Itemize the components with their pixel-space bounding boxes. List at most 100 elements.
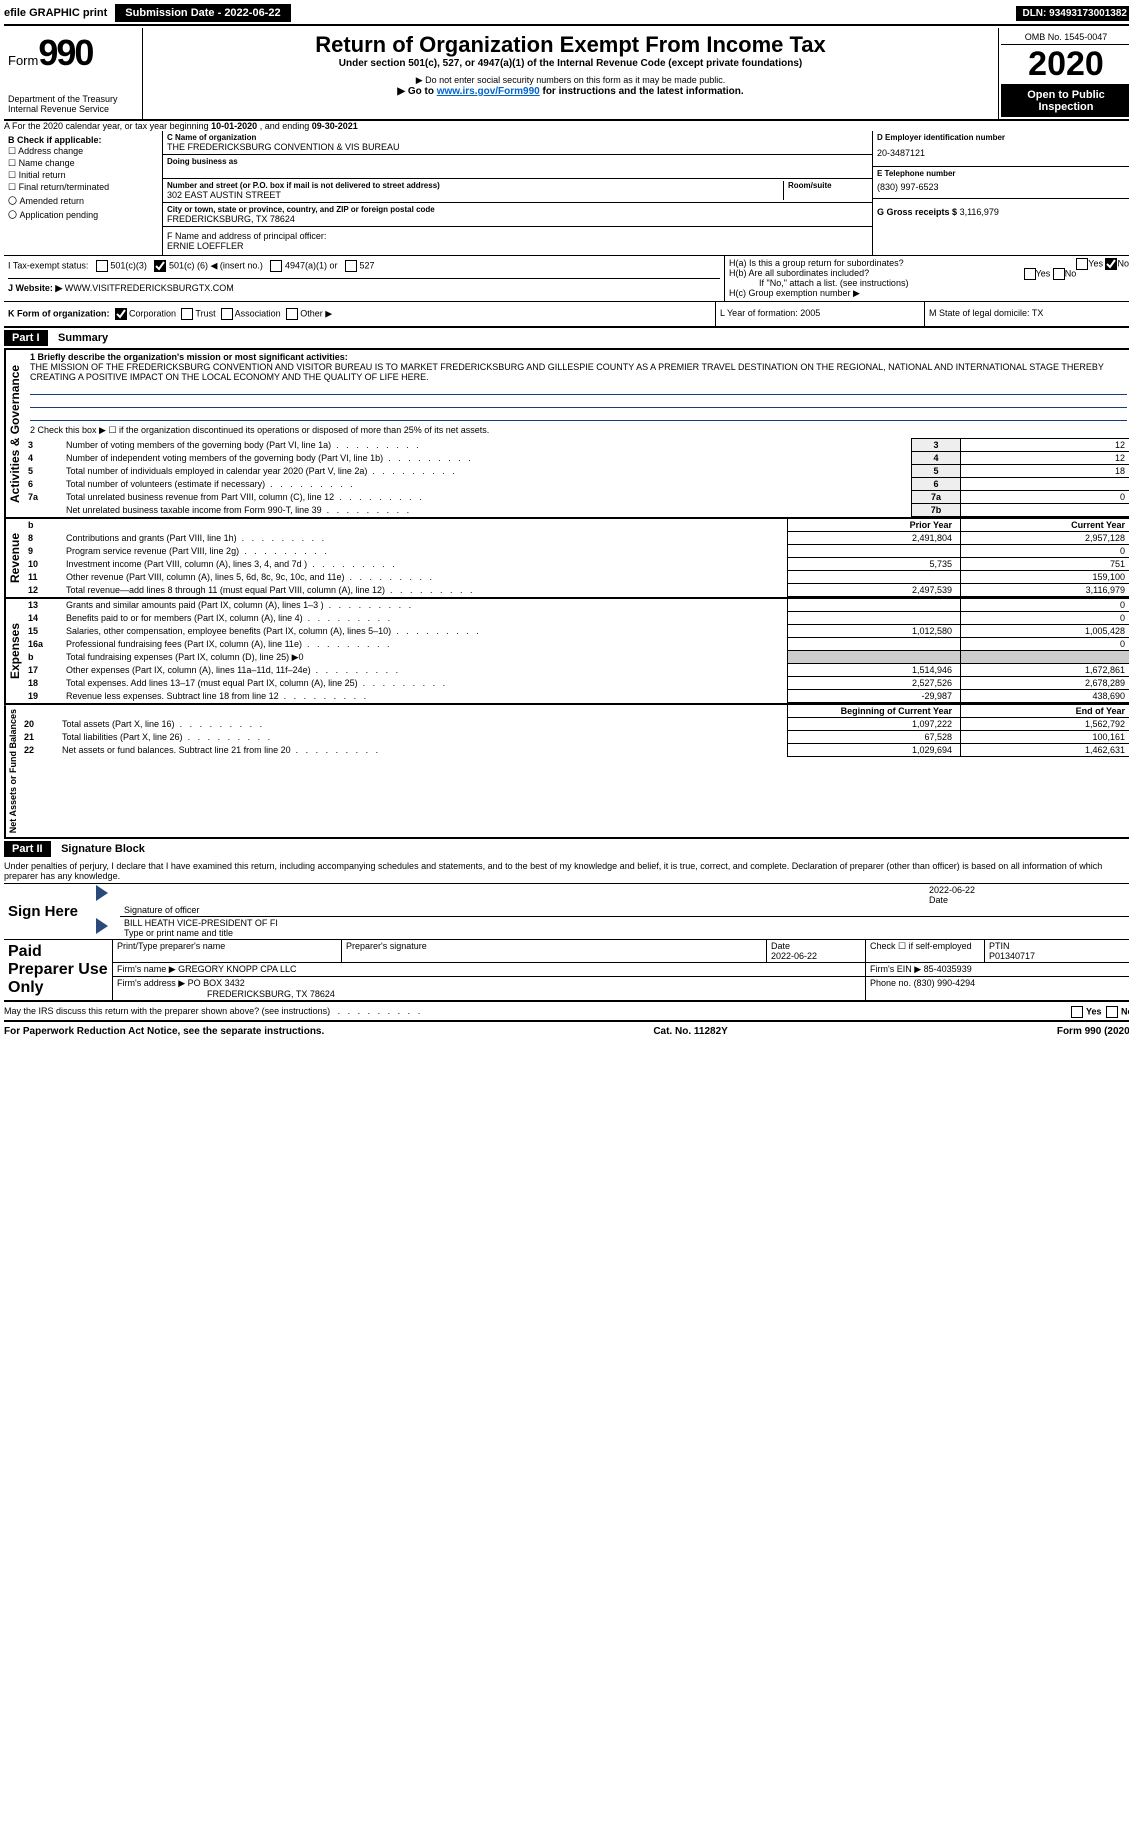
- hb-yes[interactable]: [1024, 268, 1036, 280]
- vert-revenue: Revenue: [4, 519, 24, 597]
- f-officer-label: F Name and address of principal officer:: [167, 231, 868, 241]
- self-employed-check[interactable]: Check ☐ if self-employed: [870, 941, 972, 951]
- form-label: Form 990 (2020): [1057, 1026, 1129, 1037]
- cb-other[interactable]: [286, 308, 298, 320]
- cb-initial-return[interactable]: ☐ Initial return: [8, 170, 158, 181]
- cb-501c3[interactable]: [96, 260, 108, 272]
- form990-link[interactable]: www.irs.gov/Form990: [437, 86, 540, 97]
- street-label: Number and street (or P.O. box if mail i…: [167, 181, 783, 190]
- table-row: 9Program service revenue (Part VIII, lin…: [24, 545, 1129, 558]
- city-label: City or town, state or province, country…: [167, 205, 868, 214]
- table-row: 19Revenue less expenses. Subtract line 1…: [24, 690, 1129, 703]
- table-row: 10Investment income (Part VIII, column (…: [24, 558, 1129, 571]
- sig-date-value: 2022-06-22: [929, 885, 1129, 895]
- dept-treasury: Department of the Treasury: [8, 94, 138, 104]
- part1-bar: Part I: [4, 330, 48, 346]
- page-footer: For Paperwork Reduction Act Notice, see …: [4, 1022, 1129, 1037]
- h-a: H(a) Is this a group return for subordin…: [729, 258, 1129, 268]
- mission-text: THE MISSION OF THE FREDERICKSBURG CONVEN…: [30, 362, 1127, 382]
- paid-preparer-label: Paid Preparer Use Only: [4, 940, 113, 1001]
- table-row: 8Contributions and grants (Part VIII, li…: [24, 532, 1129, 545]
- table-row: 13Grants and similar amounts paid (Part …: [24, 599, 1129, 612]
- table-row: 17Other expenses (Part IX, column (A), l…: [24, 664, 1129, 677]
- gross-label: G Gross receipts $: [877, 207, 957, 217]
- i-label: I Tax-exempt status:: [8, 260, 88, 270]
- cb-assoc[interactable]: [221, 308, 233, 320]
- part2-title: Signature Block: [53, 843, 145, 855]
- gross-value: 3,116,979: [960, 207, 999, 217]
- may-irs-no[interactable]: [1106, 1006, 1118, 1018]
- firm-addr1: PO BOX 3432: [188, 978, 245, 988]
- subtitle-1: Under section 501(c), 527, or 4947(a)(1)…: [147, 58, 994, 69]
- sign-here-label: Sign Here: [4, 884, 92, 940]
- cb-address-change[interactable]: ☐ Address change: [8, 146, 158, 157]
- irs-label: Internal Revenue Service: [8, 104, 138, 114]
- cb-name-change[interactable]: ☐ Name change: [8, 158, 158, 169]
- summary-section: Activities & Governance 1 Briefly descri…: [4, 348, 1129, 519]
- table-row: 16aProfessional fundraising fees (Part I…: [24, 638, 1129, 651]
- open-to-public: Open to Public Inspection: [1001, 85, 1129, 117]
- table-row: bTotal fundraising expenses (Part IX, co…: [24, 651, 1129, 664]
- officer-name-title: BILL HEATH VICE-PRESIDENT OF FI: [124, 918, 1129, 928]
- goto-prefix: ▶ Go to: [397, 86, 436, 97]
- firm-ein: 85-4035939: [924, 964, 972, 974]
- section-b: B Check if applicable: ☐ Address change …: [4, 131, 163, 255]
- submission-date-button[interactable]: Submission Date - 2022-06-22: [115, 4, 290, 22]
- vert-expenses: Expenses: [4, 599, 24, 703]
- period-begin: 10-01-2020: [211, 121, 257, 131]
- firm-phone-label: Phone no.: [870, 978, 911, 988]
- expenses-table: 13Grants and similar amounts paid (Part …: [24, 599, 1129, 703]
- hb-no[interactable]: [1053, 268, 1065, 280]
- form-word: Form: [8, 53, 38, 68]
- room-label: Room/suite: [788, 181, 868, 190]
- phone-value: (830) 997-6523: [877, 178, 1129, 196]
- b-label: B Check if applicable:: [8, 135, 102, 145]
- arrow-icon: [96, 918, 108, 934]
- table-row: 18Total expenses. Add lines 13–17 (must …: [24, 677, 1129, 690]
- ha-yes[interactable]: [1076, 258, 1088, 270]
- c-name-label: C Name of organization: [167, 133, 868, 142]
- cb-amended-return[interactable]: 〇 Amended return: [8, 194, 158, 207]
- may-irs-discuss: May the IRS discuss this return with the…: [4, 1002, 1129, 1022]
- cb-501c[interactable]: [154, 260, 166, 272]
- form-number: 990: [38, 32, 92, 73]
- cb-527[interactable]: [345, 260, 357, 272]
- cat-no: Cat. No. 11282Y: [653, 1026, 727, 1037]
- table-row: Net unrelated business taxable income fr…: [24, 504, 1129, 517]
- firm-phone: (830) 990-4294: [914, 978, 976, 988]
- prep-sig-label: Preparer's signature: [346, 941, 427, 951]
- pra-notice: For Paperwork Reduction Act Notice, see …: [4, 1026, 324, 1037]
- table-row: 22Net assets or fund balances. Subtract …: [20, 744, 1129, 757]
- table-row: 3Number of voting members of the governi…: [24, 439, 1129, 452]
- table-row: 15Salaries, other compensation, employee…: [24, 625, 1129, 638]
- may-irs-yes[interactable]: [1071, 1006, 1083, 1018]
- activities-table: 3Number of voting members of the governi…: [24, 438, 1129, 517]
- cb-application-pending[interactable]: 〇 Application pending: [8, 208, 158, 221]
- firm-addr2: FREDERICKSBURG, TX 78624: [117, 989, 335, 999]
- ha-no[interactable]: [1105, 258, 1117, 270]
- firm-addr-label: Firm's address ▶: [117, 978, 185, 988]
- table-row: 20Total assets (Part X, line 16)1,097,22…: [20, 718, 1129, 731]
- k-form-org: K Form of organization: Corporation Trus…: [4, 302, 716, 326]
- cb-final-return[interactable]: ☐ Final return/terminated: [8, 182, 158, 193]
- cb-corp[interactable]: [115, 308, 127, 320]
- firm-name-label: Firm's name ▶: [117, 964, 176, 974]
- print-name-label: Print/Type preparer's name: [117, 941, 225, 951]
- tax-period: A For the 2020 calendar year, or tax yea…: [4, 121, 1129, 131]
- firm-ein-label: Firm's EIN ▶: [870, 964, 921, 974]
- city-value: FREDERICKSBURG, TX 78624: [167, 214, 868, 224]
- table-row: 14Benefits paid to or for members (Part …: [24, 612, 1129, 625]
- officer-name: ERNIE LOEFFLER: [167, 241, 868, 251]
- cb-trust[interactable]: [181, 308, 193, 320]
- arrow-icon: [96, 885, 108, 901]
- sig-officer-label: Signature of officer: [124, 905, 199, 915]
- table-row: 4Number of independent voting members of…: [24, 452, 1129, 465]
- m-state: M State of legal domicile: TX: [925, 302, 1129, 326]
- vert-activities: Activities & Governance: [4, 350, 24, 517]
- street-address: 302 EAST AUSTIN STREET: [167, 190, 783, 200]
- penalty-text: Under penalties of perjury, I declare th…: [4, 859, 1129, 883]
- dba-label: Doing business as: [167, 157, 868, 166]
- cb-4947[interactable]: [270, 260, 282, 272]
- line-2: 2 Check this box ▶ ☐ if the organization…: [24, 423, 1129, 438]
- j-website-label: J Website: ▶: [8, 283, 62, 293]
